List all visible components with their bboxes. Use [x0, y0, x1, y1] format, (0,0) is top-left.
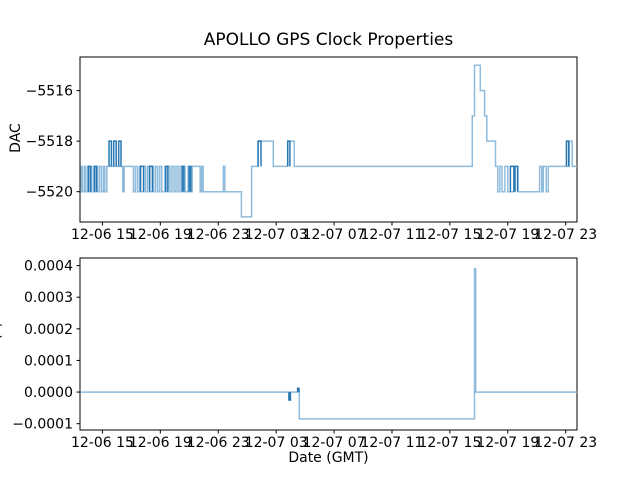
chart-title: APOLLO GPS Clock Properties	[203, 30, 454, 50]
y-tick-label: −5518	[26, 134, 73, 150]
series-line-dac-main	[80, 64, 577, 218]
y-tick-label: −0.0001	[12, 417, 73, 433]
y-axis-label-dac: DAC	[8, 123, 24, 153]
x-tick-label: 12-06 19	[129, 227, 192, 243]
y-tick-label: 0.0004	[24, 259, 73, 275]
x-tick-label: 12-07 03	[245, 227, 308, 243]
x-tick-label: 12-07 07	[303, 227, 366, 243]
x-axis-label: Date (GMT)	[288, 450, 369, 466]
x-tick-label: 12-06 23	[187, 435, 250, 451]
x-tick-label: 12-07 23	[534, 435, 597, 451]
x-tick-label: 12-06 19	[129, 435, 192, 451]
x-tick-label: 12-07 23	[534, 227, 597, 243]
x-tick-label: 12-07 11	[361, 435, 424, 451]
series-line-phase-overlap	[288, 387, 300, 401]
y-tick-label: 0.0002	[24, 322, 73, 338]
x-tick-label: 12-07 19	[476, 435, 539, 451]
x-tick-label: 12-07 15	[418, 227, 481, 243]
x-tick-label: 12-07 15	[418, 435, 481, 451]
x-tick-label: 12-07 03	[245, 435, 308, 451]
series-line-dac-overlap	[87, 140, 570, 192]
axes-border	[79, 257, 578, 431]
y-axis-label-phase: Phase (s)	[0, 321, 4, 387]
x-tick-label: 12-06 15	[71, 227, 134, 243]
x-tick-label: 12-07 07	[303, 435, 366, 451]
x-tick-label: 12-06 23	[187, 227, 250, 243]
y-tick-label: −5516	[26, 84, 73, 100]
x-tick-label: 12-07 11	[361, 227, 424, 243]
series-line-phase-main	[80, 268, 577, 420]
y-tick-label: 0.0000	[24, 385, 73, 401]
x-tick-label: 12-06 15	[71, 435, 134, 451]
y-tick-label: 0.0003	[24, 290, 73, 306]
axes-border	[79, 56, 578, 223]
x-tick-label: 12-07 19	[476, 227, 539, 243]
y-tick-label: −5520	[26, 185, 73, 201]
y-tick-label: 0.0001	[24, 353, 73, 369]
